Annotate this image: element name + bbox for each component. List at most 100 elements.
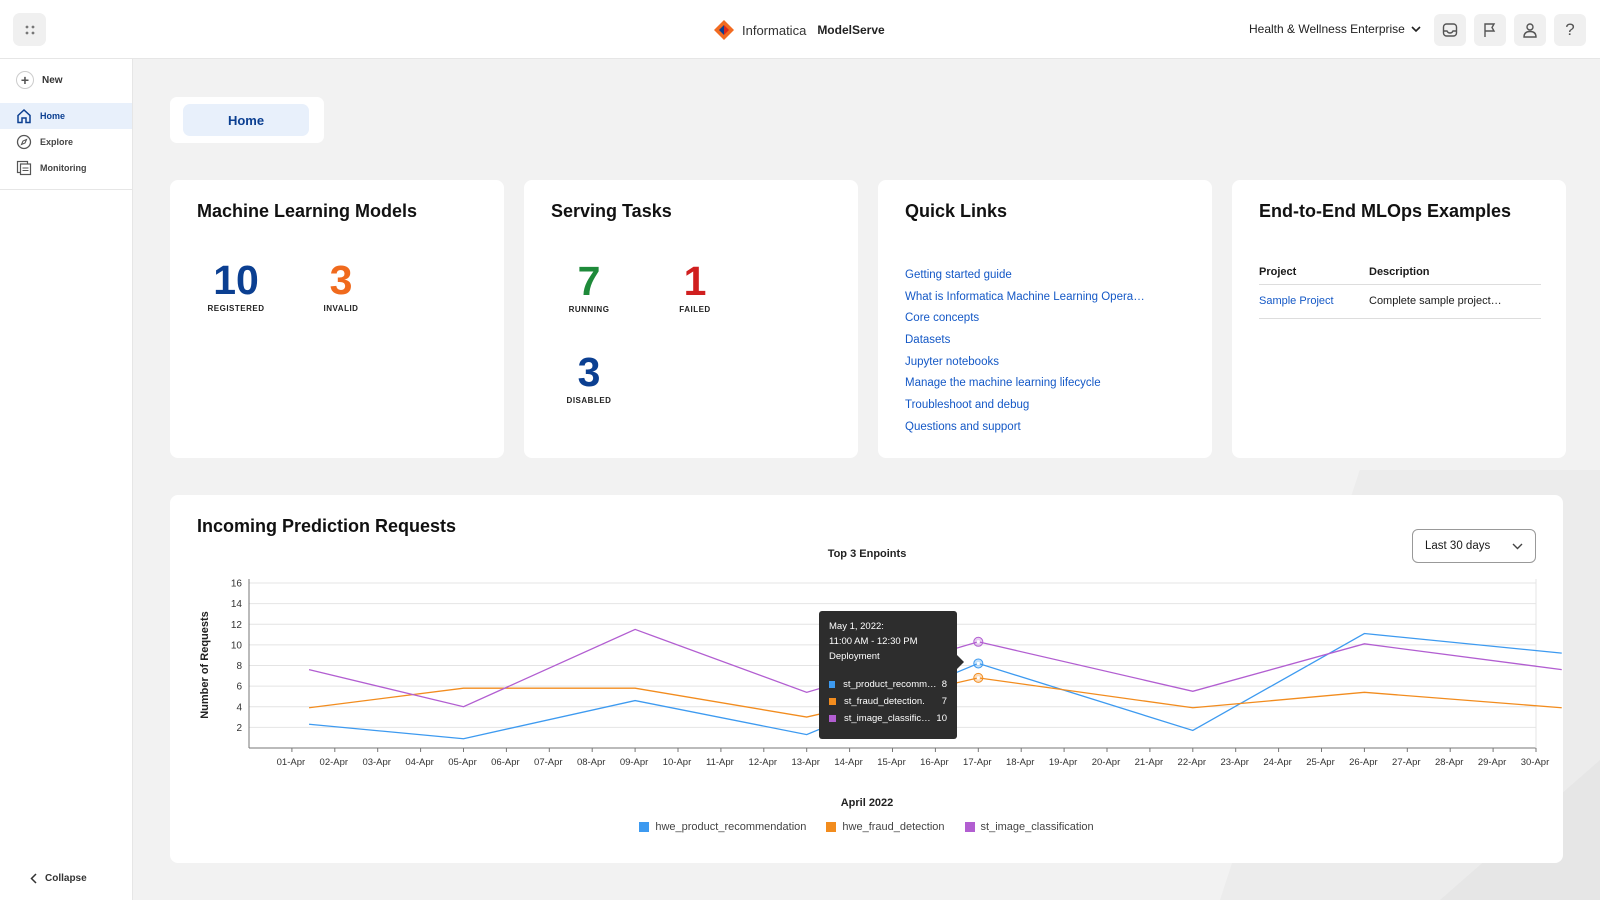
x-tick-label: 05-Apr (448, 757, 477, 768)
date-range-select[interactable]: Last 30 days (1412, 529, 1536, 563)
tooltip-swatch (829, 715, 836, 722)
tooltip-date: May 1, 2022: (829, 621, 884, 632)
card-title: End-to-End MLOps Examples (1259, 201, 1512, 221)
collapse-button[interactable]: Collapse (30, 873, 87, 884)
x-tick-label: 13-Apr (791, 757, 820, 768)
sidebar-item-home[interactable]: Home (0, 103, 132, 129)
chart-tooltip: May 1, 2022: 11:00 AM - 12:30 PM Deploym… (819, 611, 964, 739)
date-range-value: Last 30 days (1425, 540, 1491, 552)
quick-link[interactable]: Manage the machine learning lifecycle (905, 377, 1101, 390)
new-button[interactable]: + New (16, 71, 63, 89)
x-tick-label: 30-Apr (1521, 757, 1550, 768)
tooltip-series-name: st_image_classific… (844, 713, 931, 724)
running-metric[interactable]: 7 RUNNING (549, 259, 629, 314)
legend-swatch (826, 822, 837, 832)
app-switcher-button[interactable] (13, 13, 46, 46)
x-tick-label: 15-Apr (877, 757, 906, 768)
highlight-point-center (976, 661, 980, 666)
y-tick-label: 14 (231, 599, 243, 610)
y-tick-label: 10 (231, 640, 243, 651)
question-icon: ? (1565, 20, 1575, 39)
failed-metric[interactable]: 1 FAILED (655, 259, 735, 314)
table-header-row: Project Description (1259, 260, 1541, 285)
metric-value: 3 (329, 257, 353, 303)
prediction-requests-card: Incoming Prediction Requests Last 30 day… (170, 495, 1563, 863)
x-tick-label: 11-Apr (706, 757, 734, 768)
tab-home[interactable]: Home (183, 104, 309, 136)
home-icon (17, 108, 31, 124)
project-link[interactable]: Sample Project (1259, 284, 1369, 319)
column-header-description: Description (1369, 260, 1541, 285)
x-tick-label: 04-Apr (405, 757, 434, 768)
chart-legend: hwe_product_recommendation hwe_fraud_det… (170, 821, 1563, 833)
x-tick-label: 18-Apr (1006, 757, 1035, 768)
y-tick-label: 12 (231, 620, 243, 631)
quick-link[interactable]: Getting started guide (905, 269, 1012, 281)
tooltip-time: 11:00 AM - 12:30 PM (829, 636, 918, 647)
compass-icon (16, 134, 32, 150)
tooltip-row: st_product_recomm… 8 (829, 676, 947, 693)
org-selector[interactable]: Health & Wellness Enterprise (1249, 22, 1421, 36)
x-tick-label: 02-Apr (320, 757, 349, 768)
sidebar-item-label: Monitoring (40, 163, 87, 173)
user-button[interactable] (1514, 14, 1546, 46)
metric-value: 3 (577, 349, 601, 395)
metric-label: RUNNING (568, 305, 610, 314)
metric-value: 7 (577, 258, 601, 304)
x-tick-label: 06-Apr (491, 757, 520, 768)
sidebar-item-explore[interactable]: Explore (0, 129, 132, 155)
x-tick-label: 14-Apr (834, 757, 863, 768)
x-tick-label: 29-Apr (1478, 757, 1507, 768)
tab-bar: Home (170, 97, 324, 143)
tooltip-type: Deployment (829, 651, 880, 662)
legend-swatch (964, 822, 975, 832)
quick-links-list: Getting started guide What is Informatic… (905, 265, 1145, 439)
card-title: Quick Links (905, 201, 1008, 221)
x-tick-label: 12-Apr (749, 757, 778, 768)
y-tick-label: 4 (236, 702, 242, 713)
disabled-metric[interactable]: 3 DISABLED (549, 350, 629, 405)
monitor-icon (16, 160, 32, 176)
tooltip-row: st_fraud_detection. 7 (829, 693, 947, 710)
tooltip-series-value: 7 (941, 696, 947, 707)
x-tick-label: 01-Apr (277, 757, 306, 768)
x-tick-label: 22-Apr (1178, 757, 1207, 768)
legend-item[interactable]: st_image_classification (964, 821, 1094, 833)
sidebar-nav: Home Explore Monitoring (0, 103, 132, 190)
y-tick-label: 6 (236, 682, 242, 693)
quick-link[interactable]: Core concepts (905, 312, 980, 325)
x-tick-label: 03-Apr (362, 757, 391, 768)
x-tick-label: 07-Apr (534, 757, 563, 768)
x-tick-label: 21-Apr (1135, 757, 1164, 768)
x-tick-label: 10-Apr (663, 757, 692, 768)
quick-link[interactable]: Troubleshoot and debug (905, 399, 1030, 412)
legend-item[interactable]: hwe_product_recommendation (639, 821, 806, 833)
product-name: ModelServe (817, 23, 885, 37)
flag-button[interactable] (1474, 14, 1506, 46)
quick-link[interactable]: Jupyter notebooks (905, 355, 999, 368)
quick-link[interactable]: Datasets (905, 334, 951, 347)
tooltip-swatch (829, 698, 836, 705)
sidebar-item-monitoring[interactable]: Monitoring (0, 155, 132, 181)
invalid-metric[interactable]: 3 INVALID (301, 258, 381, 313)
chevron-down-icon (1411, 25, 1421, 32)
legend-item[interactable]: hwe_fraud_detection (826, 821, 945, 833)
tooltip-series-name: st_fraud_detection. (844, 696, 925, 707)
quick-link[interactable]: What is Informatica Machine Learning Ope… (905, 290, 1145, 303)
quick-link[interactable]: Questions and support (905, 420, 1021, 433)
x-tick-label: 20-Apr (1092, 757, 1121, 768)
x-axis-label: April 2022 (841, 797, 894, 809)
y-tick-label: 2 (236, 723, 242, 734)
legend-label: hwe_fraud_detection (842, 821, 945, 833)
serving-tasks-card: Serving Tasks 7 RUNNING 1 FAILED 3 DISAB… (524, 180, 858, 458)
tooltip-series-name: st_product_recomm… (843, 679, 937, 690)
registered-metric[interactable]: 10 REGISTERED (196, 258, 276, 313)
grid-icon (25, 25, 34, 34)
help-button[interactable]: ? (1554, 14, 1586, 46)
org-name: Health & Wellness Enterprise (1249, 22, 1405, 36)
project-description: Complete sample project… (1369, 284, 1541, 319)
user-icon (1523, 23, 1537, 38)
column-header-project: Project (1259, 260, 1369, 285)
inbox-button[interactable] (1434, 14, 1466, 46)
x-tick-label: 25-Apr (1306, 757, 1335, 768)
